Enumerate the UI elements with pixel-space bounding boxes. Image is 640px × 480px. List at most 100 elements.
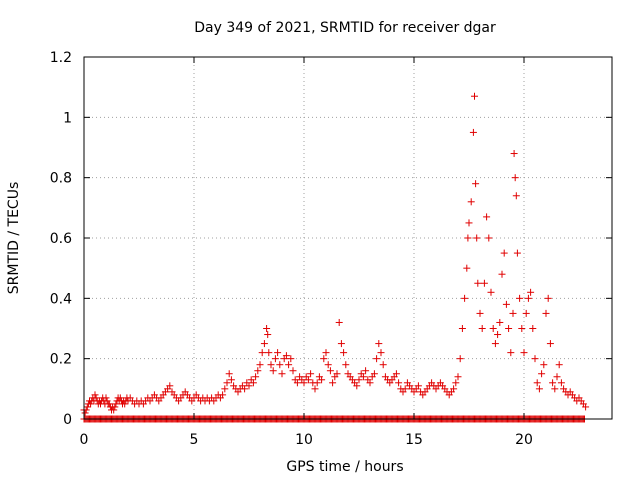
data-point: [112, 400, 120, 408]
data-point: [111, 403, 119, 411]
data-point: [557, 379, 565, 387]
data-point: [454, 373, 462, 381]
y-tick-label: 1: [63, 110, 72, 126]
data-point: [401, 385, 409, 393]
data-point: [473, 234, 481, 242]
data-point: [335, 318, 343, 326]
data-point: [461, 294, 469, 302]
data-point: [533, 379, 541, 387]
x-tick-label: 5: [190, 432, 199, 448]
data-point: [87, 400, 95, 408]
data-point: [241, 385, 249, 393]
data-point: [551, 385, 559, 393]
data-point: [491, 340, 499, 348]
data-point: [353, 382, 361, 390]
data-point: [474, 279, 482, 287]
data-point: [510, 150, 518, 158]
data-point: [465, 219, 473, 227]
data-point: [529, 325, 537, 332]
data-point: [538, 370, 546, 378]
x-tick-label: 10: [295, 432, 313, 448]
data-point: [546, 340, 554, 348]
data-point: [81, 409, 89, 417]
data-point: [373, 355, 381, 363]
data-point: [223, 379, 231, 387]
data-point: [293, 379, 301, 387]
data-point: [278, 370, 286, 378]
data-point: [252, 373, 260, 381]
data-point: [467, 198, 475, 206]
data-point: [304, 376, 312, 384]
data-point: [452, 379, 460, 387]
data-point: [518, 325, 526, 332]
data-point: [311, 385, 319, 393]
data-point: [320, 355, 328, 363]
data-point: [456, 355, 464, 363]
data-point: [282, 352, 290, 360]
data-point: [329, 379, 337, 387]
data-point: [489, 325, 497, 332]
grid-lines: [84, 57, 612, 419]
data-point: [105, 400, 113, 408]
data-point: [553, 373, 561, 381]
x-tick-labels: 0 5 10 15 20: [80, 432, 533, 448]
data-point: [267, 361, 275, 369]
data-point: [166, 382, 174, 390]
y-tick-label: 0.2: [50, 352, 72, 368]
data-point: [512, 192, 520, 200]
data-point: [370, 370, 378, 378]
data-point: [478, 325, 486, 332]
data-point: [375, 340, 383, 348]
data-point: [287, 355, 295, 363]
data-point: [377, 349, 385, 357]
data-point: [245, 382, 253, 390]
data-point: [219, 391, 227, 399]
data-point: [362, 367, 370, 375]
data-point: [540, 361, 548, 369]
data-point: [507, 349, 515, 357]
data-point: [542, 309, 550, 317]
data-point: [276, 361, 284, 369]
y-tick-label: 0.8: [50, 171, 72, 187]
data-point: [274, 349, 282, 357]
data-point: [359, 373, 367, 381]
data-point: [300, 379, 308, 387]
data-point: [265, 349, 273, 357]
data-point: [527, 288, 535, 296]
data-point: [395, 379, 403, 387]
data-point: [249, 379, 257, 387]
data-point: [483, 213, 491, 221]
y-tick-labels: 0 0.2 0.4 0.6 0.8 1 1.2: [50, 50, 72, 428]
data-point: [555, 361, 563, 369]
data-point: [472, 180, 480, 188]
data-point: [513, 249, 521, 257]
data-points: [80, 92, 590, 423]
data-point: [313, 379, 321, 387]
data-point: [379, 361, 387, 369]
data-point: [544, 294, 552, 302]
data-point: [516, 294, 524, 302]
x-tick-label: 20: [515, 432, 533, 448]
data-point: [83, 403, 91, 411]
data-point: [263, 325, 271, 332]
data-point: [221, 385, 229, 393]
data-point: [366, 379, 374, 387]
data-point: [326, 367, 334, 375]
data-point: [464, 234, 472, 242]
data-point: [355, 376, 363, 384]
data-point: [469, 128, 477, 136]
data-point: [254, 367, 262, 375]
data-point: [307, 370, 315, 378]
data-point: [458, 325, 466, 332]
data-point: [480, 279, 488, 287]
data-point: [450, 385, 458, 393]
data-point: [258, 349, 266, 357]
data-point: [102, 394, 110, 402]
data-point: [271, 355, 279, 363]
y-tick-label: 0.6: [50, 231, 72, 247]
data-point: [582, 403, 590, 411]
data-point: [463, 264, 471, 272]
y-tick-label: 0: [63, 412, 72, 428]
data-point: [502, 300, 510, 308]
data-point: [91, 391, 99, 399]
